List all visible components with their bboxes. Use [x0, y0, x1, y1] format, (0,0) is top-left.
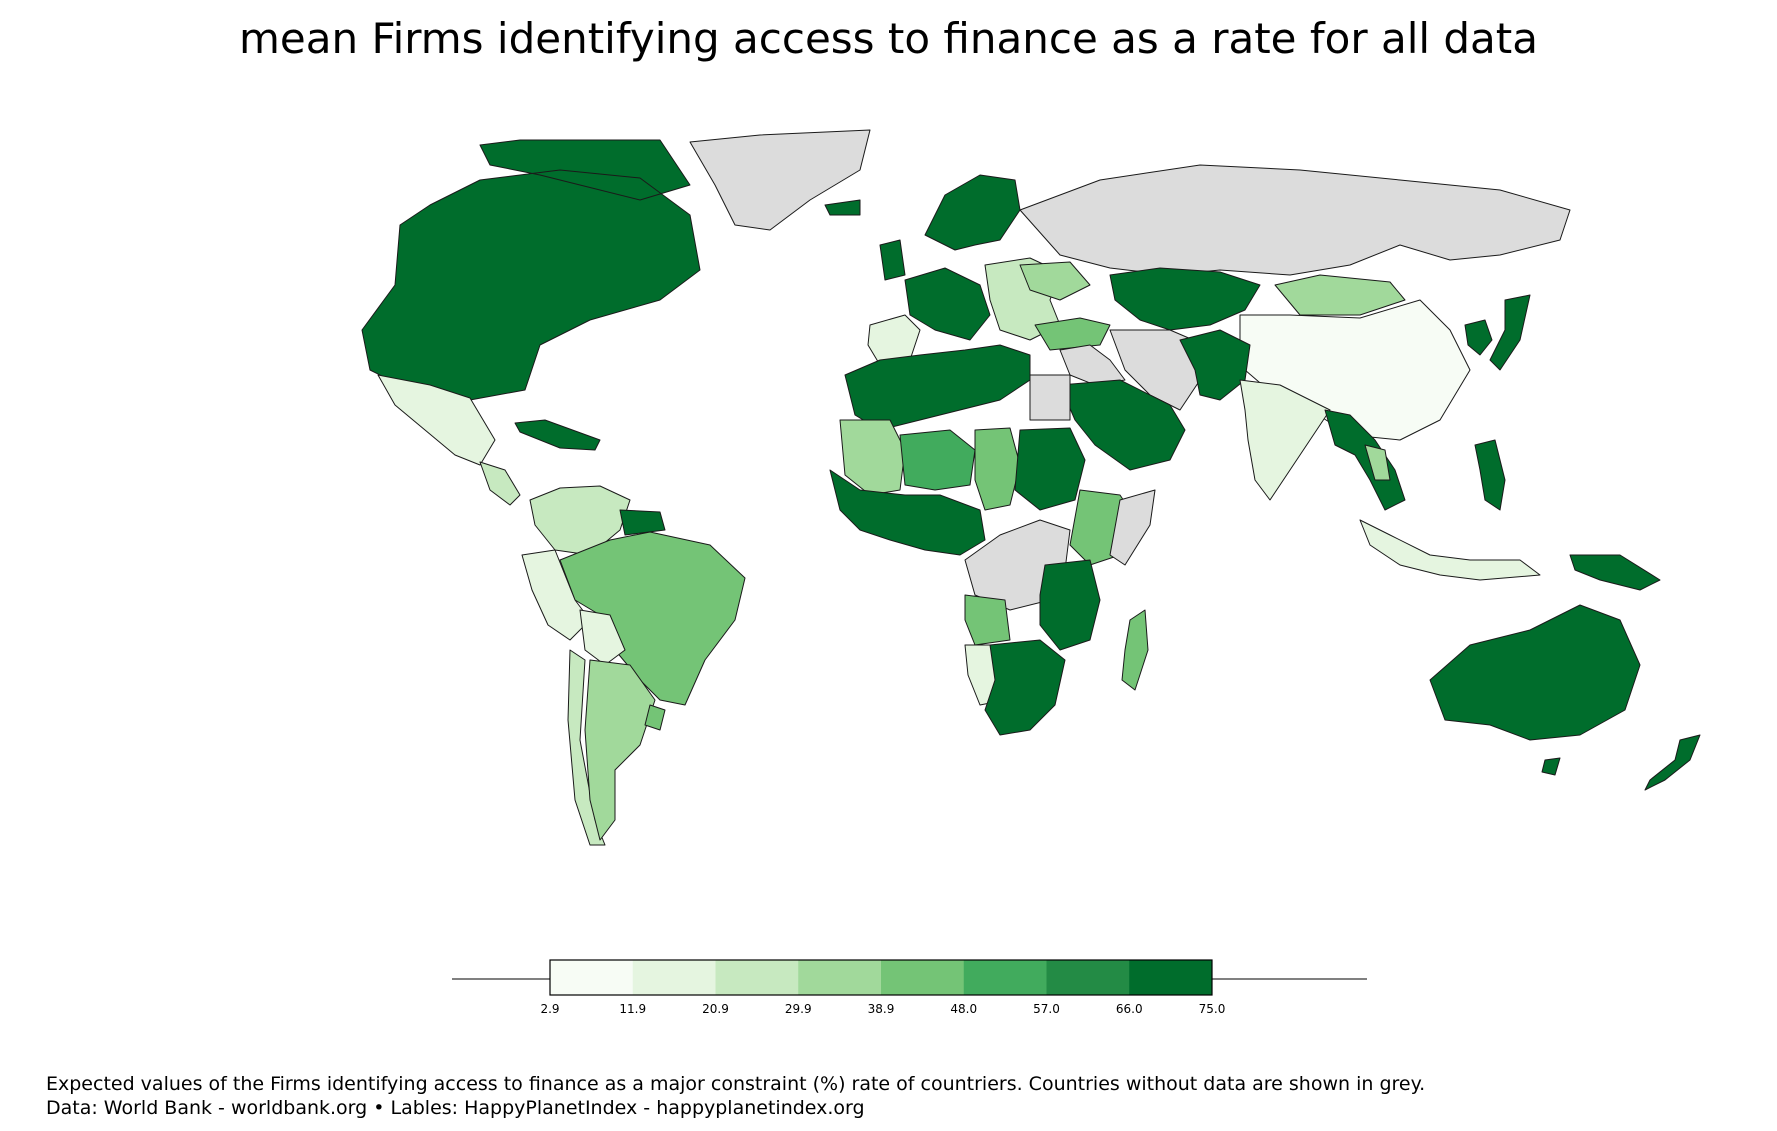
colorbar-swatch-0: [550, 960, 634, 995]
region-korea-japan: [1464, 294, 1531, 371]
region-kazakhstan-central-asia: [1109, 267, 1261, 331]
region-greenland: [689, 129, 871, 231]
colorbar-swatch-4: [881, 960, 965, 995]
world-choropleth-map: [361, 129, 1701, 846]
colorbar-swatch-5: [963, 960, 1047, 995]
region-southeast-asia: [1324, 409, 1406, 511]
colorbar-swatch-7: [1129, 960, 1213, 995]
colorbar-tick-label: 20.9: [702, 1002, 729, 1016]
region-scandinavia: [924, 174, 1021, 251]
region-niger: [899, 429, 976, 491]
colorbar-tick-label: 48.0: [950, 1002, 977, 1016]
region-australia: [1429, 604, 1641, 776]
colorbar-swatch-1: [632, 960, 716, 995]
region-bolivia: [579, 609, 626, 666]
region-mali-mauritania: [839, 419, 906, 496]
region-afghanistan-pakistan: [1179, 329, 1251, 401]
colorbar-tick-label: 75.0: [1199, 1002, 1226, 1016]
colorbar-tick-label: 11.9: [619, 1002, 646, 1016]
region-new-guinea: [1569, 554, 1661, 591]
colorbar-tick-label: 29.9: [785, 1002, 812, 1016]
region-sudan: [1014, 427, 1086, 511]
region-angola: [964, 594, 1011, 646]
region-north-africa: [844, 344, 1031, 431]
region-argentina: [584, 659, 656, 841]
region-somalia: [1109, 489, 1156, 566]
region-peru-ecuador: [521, 549, 591, 641]
region-caribbean: [514, 419, 601, 451]
region-chile: [567, 649, 606, 846]
colorbar-tick-label: 66.0: [1116, 1002, 1143, 1016]
region-indonesia: [1359, 519, 1541, 581]
caption-source: Data: World Bank - worldbank.org • Lable…: [46, 1097, 865, 1119]
region-madagascar: [1121, 609, 1149, 691]
region-thailand: [1364, 444, 1391, 481]
region-russia: [1019, 164, 1571, 276]
colorbar-frame: [549, 959, 1213, 996]
region-western-europe: [879, 239, 991, 341]
region-southern-africa: [984, 639, 1066, 736]
region-india: [1239, 379, 1331, 501]
region-west-africa: [829, 469, 986, 556]
region-egypt: [1029, 374, 1071, 421]
region-central-america: [479, 461, 521, 506]
region-turkey: [1034, 317, 1111, 351]
colorbar-swatch-3: [798, 960, 882, 995]
region-north-america: [361, 139, 701, 401]
region-mongolia: [1274, 274, 1406, 316]
colorbar-tick-label: 2.9: [540, 1002, 559, 1016]
region-uruguay: [644, 704, 666, 731]
region-east-africa: [1039, 559, 1101, 651]
colorbar-tick-label: 38.9: [868, 1002, 895, 1016]
region-iceland: [824, 199, 861, 216]
colorbar-swatch-6: [1046, 960, 1130, 995]
region-mexico: [377, 374, 496, 466]
map-title: mean Firms identifying access to finance…: [239, 14, 1538, 63]
region-philippines: [1474, 439, 1506, 511]
caption-description: Expected values of the Firms identifying…: [46, 1073, 1426, 1095]
colorbar-swatch-2: [715, 960, 799, 995]
region-colombia-venezuela: [529, 485, 631, 556]
region-chad: [974, 427, 1021, 511]
region-new-zealand: [1644, 734, 1701, 791]
region-guianas: [619, 509, 666, 536]
region-arabia: [1059, 379, 1186, 471]
region-ukraine: [1019, 261, 1091, 301]
colorbar-tick-label: 57.0: [1033, 1002, 1060, 1016]
